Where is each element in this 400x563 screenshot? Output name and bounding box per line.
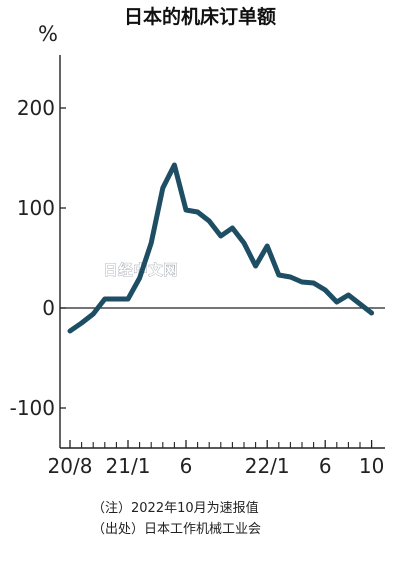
x-tick-label: 10 xyxy=(359,454,384,478)
y-tick-label: -100 xyxy=(10,396,55,420)
y-axis-unit-label: % xyxy=(38,22,58,46)
y-tick-label: 100 xyxy=(17,196,55,220)
chart-title: 日本的机床订单额 xyxy=(124,5,276,28)
x-tick-label: 6 xyxy=(180,454,193,478)
series-line xyxy=(67,162,375,334)
x-axis-ticks: 20/8 21/1 6 22/1 6 10 xyxy=(48,440,384,478)
x-tick-label: 22/1 xyxy=(245,454,290,478)
note-preliminary: （注）2022年10月为速报值 xyxy=(92,500,259,516)
y-tick-label: 0 xyxy=(42,296,55,320)
x-tick-label: 6 xyxy=(319,454,332,478)
y-axis-ticks: 200 100 0 -100 xyxy=(10,96,66,420)
x-tick-label: 21/1 xyxy=(106,454,151,478)
x-tick-label: 20/8 xyxy=(48,454,93,478)
note-source: （出处）日本工作机械工业会 xyxy=(92,522,261,537)
chart-axes xyxy=(59,55,385,449)
y-tick-label: 200 xyxy=(17,96,55,120)
